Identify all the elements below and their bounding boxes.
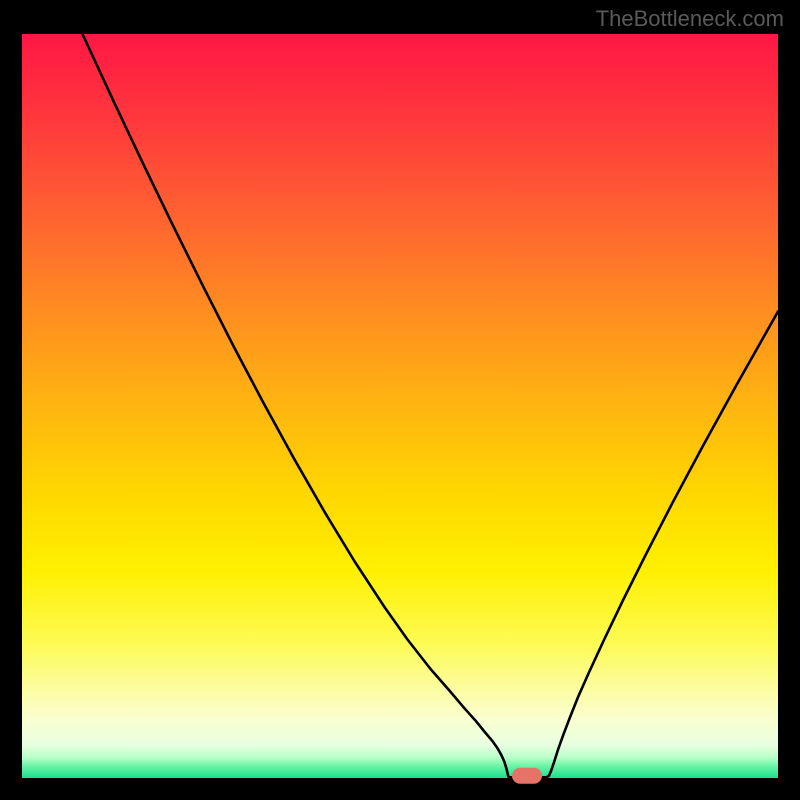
plot-area: [22, 34, 778, 778]
chart-frame: TheBottleneck.com: [0, 0, 800, 800]
attribution-text: TheBottleneck.com: [596, 6, 784, 32]
